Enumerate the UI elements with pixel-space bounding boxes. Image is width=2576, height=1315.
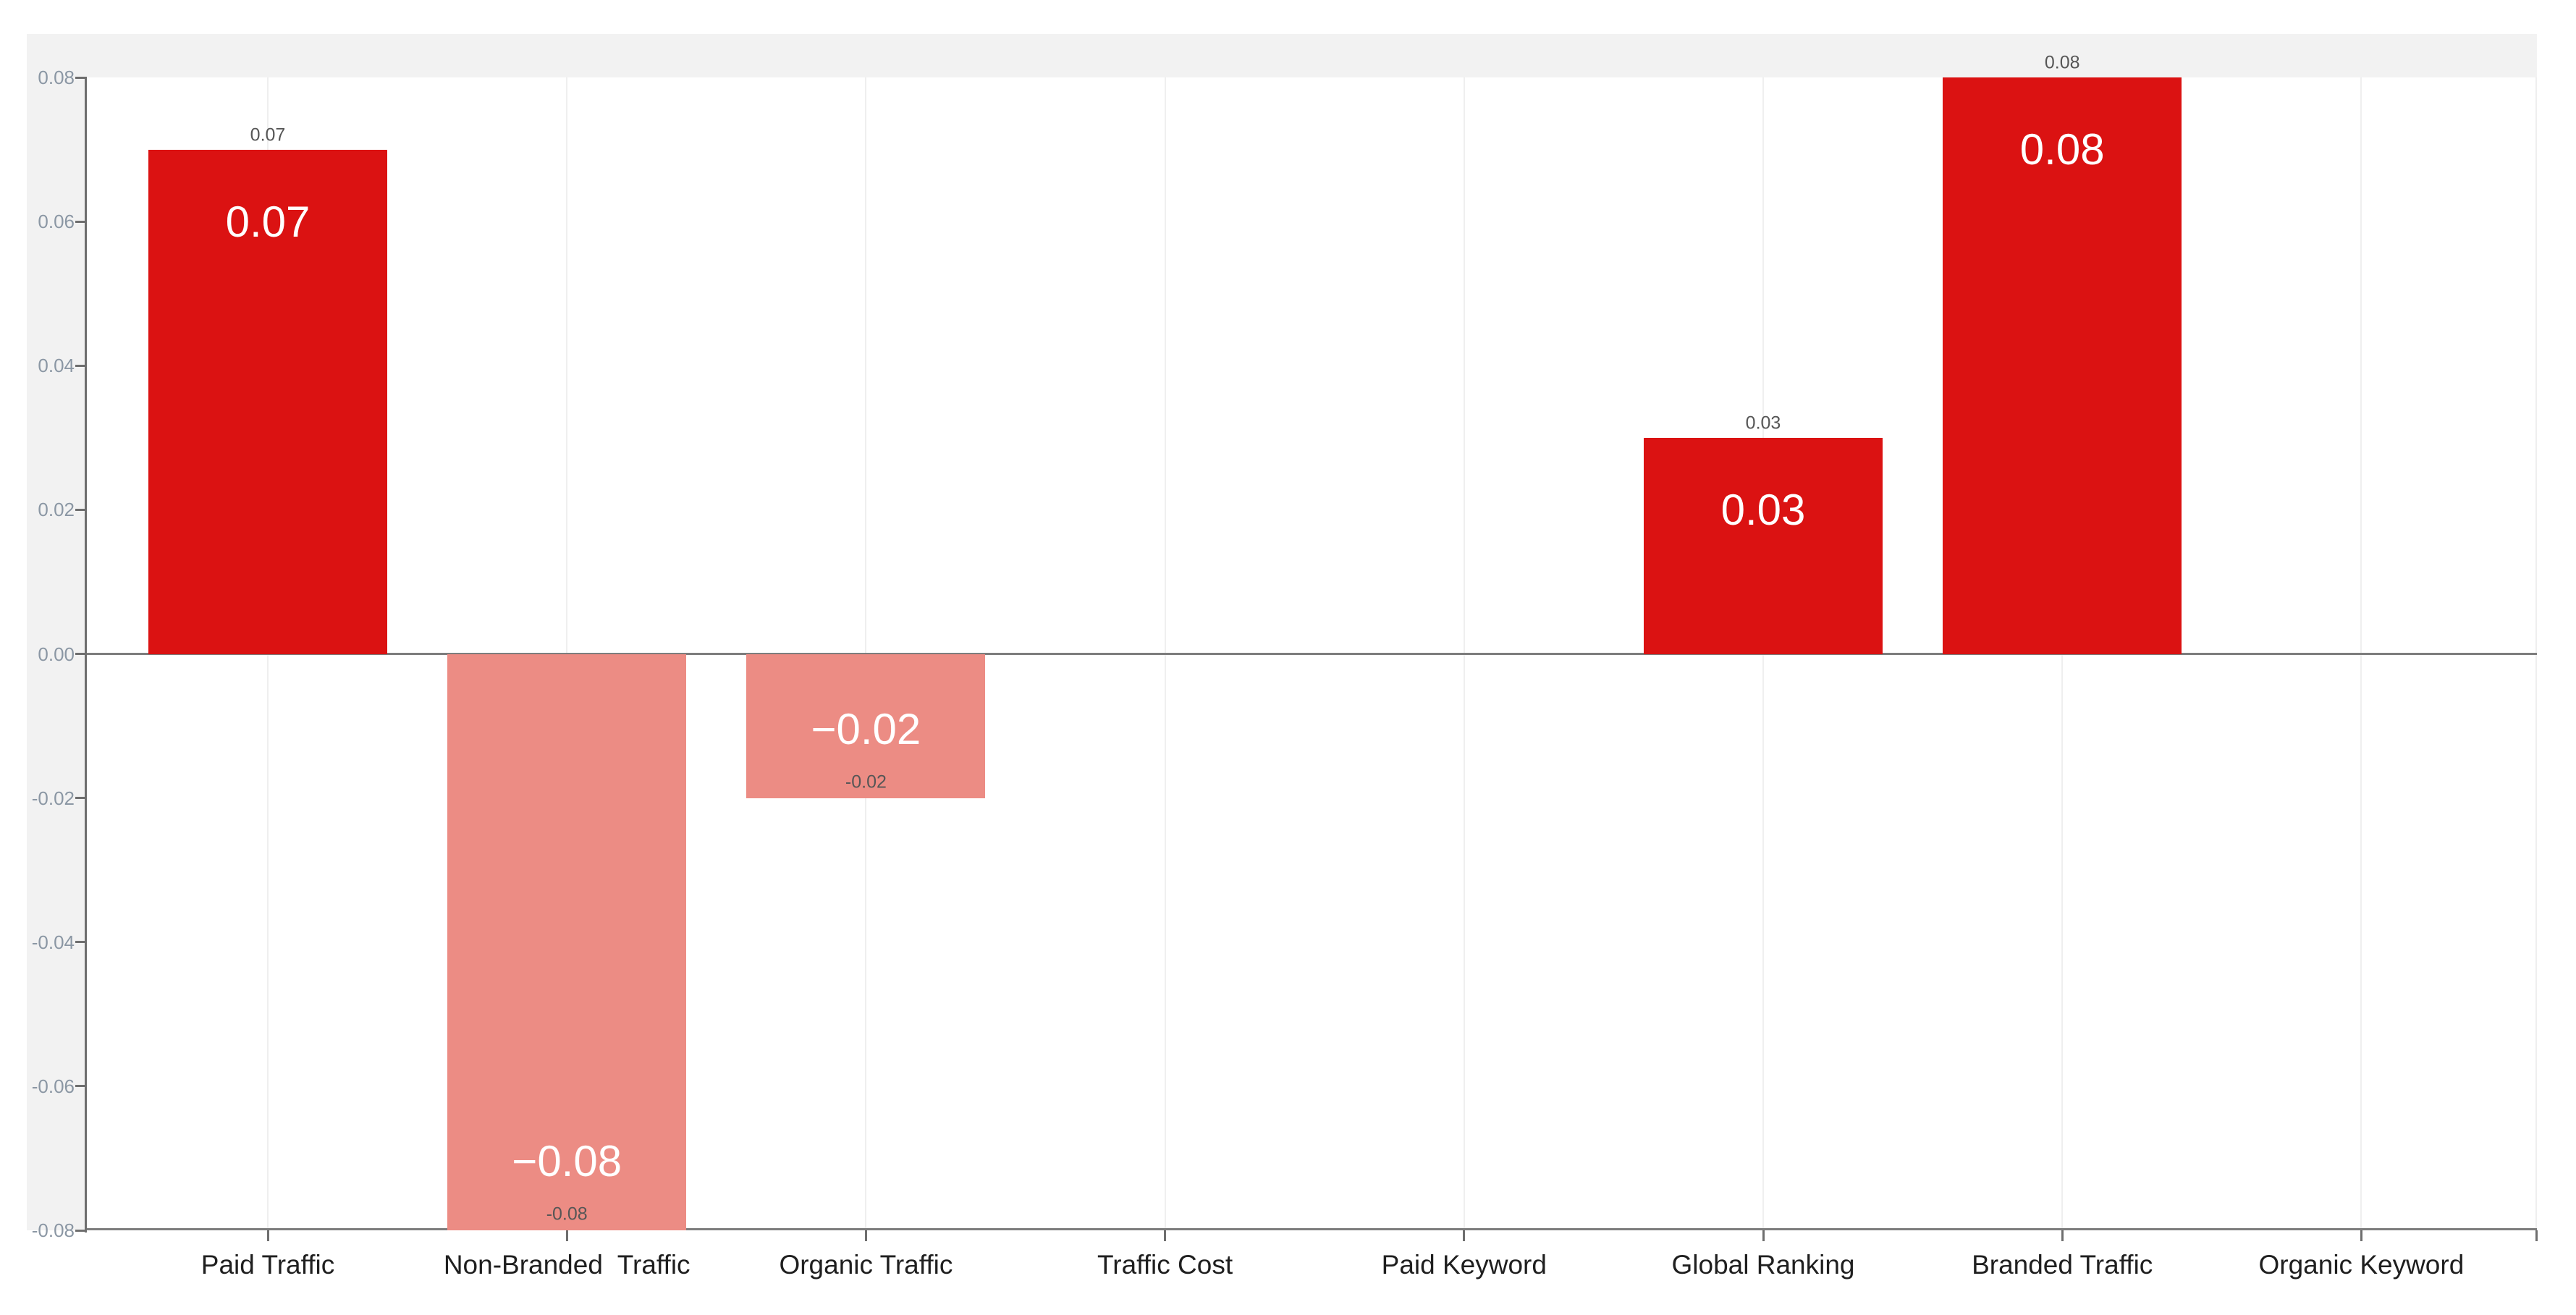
bar-end-label: 0.03 (1745, 413, 1781, 434)
x-category-label: Branded Traffic (1972, 1250, 2153, 1280)
bar-end-label: -0.02 (845, 771, 887, 792)
y-axis-tick (75, 220, 87, 223)
y-tick-label: 0.00 (38, 643, 75, 665)
bar (1943, 77, 2182, 654)
y-axis-tick (75, 508, 87, 511)
x-axis-tick (565, 1230, 568, 1241)
zero-baseline (87, 653, 2537, 655)
y-tick-label: 0.06 (38, 211, 75, 233)
bar-value-label: −0.02 (811, 704, 921, 753)
y-axis-tick (75, 364, 87, 367)
bar-end-label: 0.08 (2044, 52, 2080, 73)
y-axis-tick (75, 653, 87, 655)
x-category-label: Global Ranking (1671, 1250, 1855, 1280)
bar-value-label: 0.03 (1720, 485, 1806, 534)
y-tick-label: 0.02 (38, 499, 75, 521)
bar-value-label: −0.08 (512, 1137, 622, 1185)
bottom-axis-line (87, 1228, 2537, 1230)
x-category-label: Non-Branded Traffic (443, 1250, 691, 1280)
y-tick-label: -0.04 (31, 931, 75, 953)
bar-value-label: 0.08 (2019, 125, 2105, 174)
y-axis-tick (75, 1085, 87, 1088)
y-axis-tick (75, 941, 87, 944)
y-axis-line (85, 77, 87, 1232)
x-axis-tick (266, 1230, 269, 1241)
bar (148, 149, 387, 654)
bar (746, 654, 986, 798)
y-axis-tick (75, 797, 87, 800)
y-axis-tick (75, 76, 87, 79)
x-category-label: Traffic Cost (1097, 1250, 1233, 1280)
y-tick-label: 0.04 (38, 355, 75, 377)
x-axis-tick (2360, 1230, 2362, 1241)
bar-value-label: 0.07 (225, 197, 311, 246)
y-axis-tick (75, 1229, 87, 1232)
x-category-label: Organic Traffic (779, 1250, 953, 1280)
x-category-label: Paid Traffic (200, 1250, 335, 1280)
x-category-label: Paid Keyword (1381, 1250, 1547, 1280)
x-axis-tick (1762, 1230, 1765, 1241)
y-tick-label: -0.06 (31, 1075, 75, 1097)
x-axis-end-tick (2535, 1230, 2538, 1241)
bar (1644, 437, 1883, 654)
bar-end-label: -0.08 (546, 1204, 588, 1225)
x-axis-tick (2061, 1230, 2064, 1241)
x-category-label: Organic Keyword (2258, 1250, 2465, 1280)
x-axis-tick (1463, 1230, 1466, 1241)
y-tick-label: 0.08 (38, 67, 75, 88)
y-tick-label: -0.08 (31, 1219, 75, 1241)
bar-end-label: 0.07 (250, 124, 286, 145)
x-axis-tick (864, 1230, 867, 1241)
x-axis-tick (1164, 1230, 1167, 1241)
y-tick-label: -0.02 (31, 787, 75, 809)
bar (447, 654, 687, 1230)
